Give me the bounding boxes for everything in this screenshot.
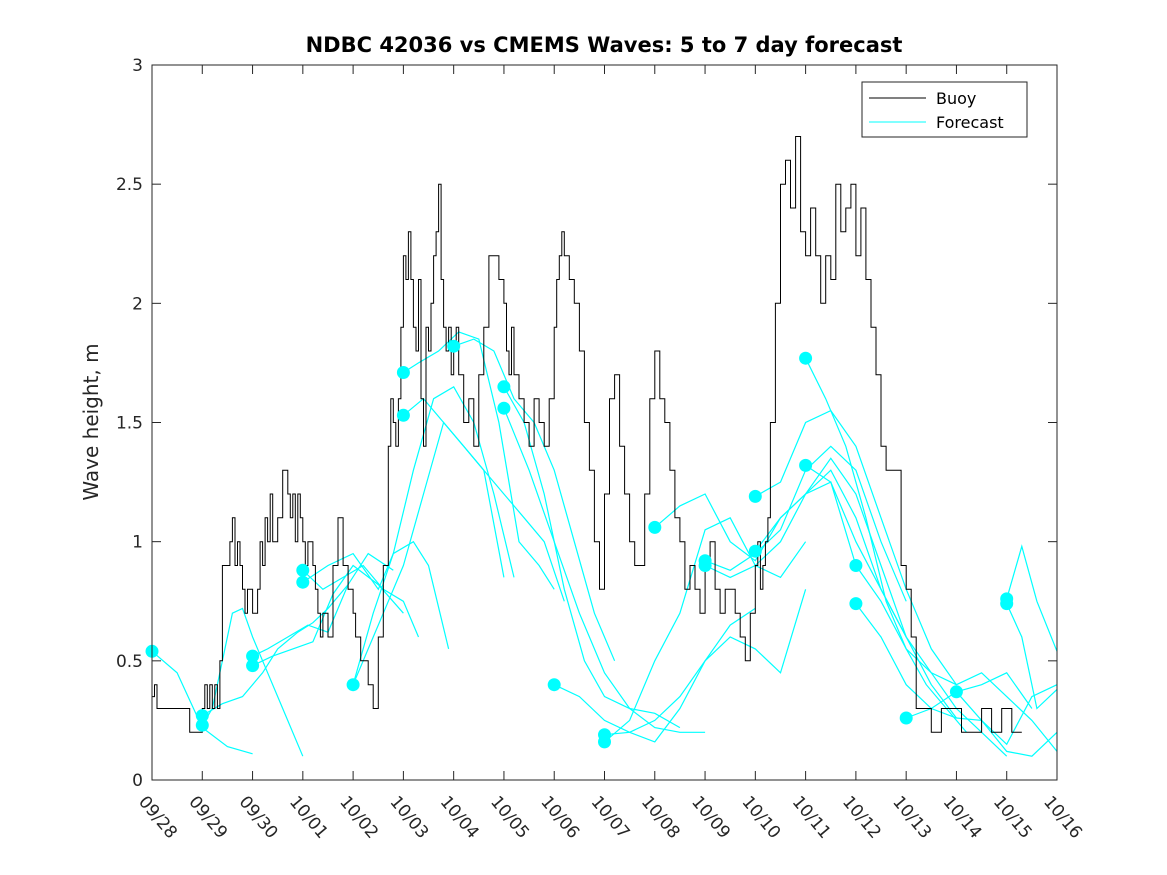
forecast-start-marker (497, 401, 511, 415)
buoy-series-line (152, 136, 1022, 733)
forecast-series-line-11 (403, 397, 565, 602)
forecast-series-line-16 (604, 589, 807, 736)
forecast-series-line-27 (905, 672, 1033, 719)
forecast-series-line-15 (553, 607, 756, 743)
y-tick-label: 1.5 (116, 414, 143, 434)
forecast-start-marker (296, 575, 310, 589)
forecast-series-line-9 (352, 385, 515, 685)
forecast-start-marker (497, 380, 511, 394)
chart-title: NDBC 42036 vs CMEMS Waves: 5 to 7 day fo… (306, 33, 903, 57)
y-tick-label: 1 (132, 533, 143, 553)
forecast-start-marker (849, 597, 863, 611)
forecast-series-line-24 (805, 464, 1008, 757)
forecast-start-marker (1000, 597, 1014, 611)
forecast-start-marker (547, 678, 561, 692)
forecast-series-line-26 (855, 603, 1058, 757)
forecast-start-marker (799, 351, 813, 365)
forecast-start-marker (246, 649, 260, 663)
legend-forecast-label: Forecast (936, 113, 1004, 132)
forecast-start-marker (598, 735, 611, 749)
forecast-series-line-21 (755, 409, 957, 686)
forecast-series-line-30 (1006, 603, 1058, 710)
forecast-start-marker (396, 366, 410, 379)
forecast-start-marker (949, 685, 963, 699)
forecast-series-line-17 (604, 517, 807, 743)
y-tick-label: 2.5 (116, 175, 143, 195)
forecast-start-marker (648, 520, 662, 534)
forecast-start-marker (195, 709, 209, 723)
y-tick-label: 0 (132, 771, 143, 791)
y-tick-label: 3 (132, 56, 143, 76)
forecast-series-line-7 (302, 540, 450, 650)
plot-area (152, 65, 1057, 780)
forecast-start-marker (447, 339, 461, 353)
forecast-series-line-22 (754, 457, 957, 719)
forecast-series-line-29 (1006, 544, 1058, 652)
forecast-start-marker (396, 408, 410, 422)
forecast-start-marker (748, 544, 762, 558)
forecast-start-marker (899, 711, 913, 725)
forecast-series-line-18 (654, 481, 857, 566)
forecast-start-marker (346, 678, 360, 692)
forecast-start-marker (799, 458, 813, 472)
forecast-series-line-28 (955, 684, 1058, 746)
y-axis-label: Wave height, m (79, 343, 103, 500)
forecast-start-marker (748, 489, 762, 503)
forecast-series-line-10 (403, 331, 555, 590)
markers-layer (145, 339, 1014, 749)
forecast-start-marker (246, 659, 260, 673)
forecast-series-line-3 (201, 607, 304, 757)
y-tick-label: 2 (132, 294, 143, 314)
forecast-series-line-14 (503, 407, 706, 733)
legend-box (861, 81, 1028, 138)
forecast-start-marker (296, 563, 310, 577)
legend-buoy-label: Buoy (936, 89, 976, 108)
forecast-series-line-23 (805, 357, 967, 733)
legend: Buoy Forecast (861, 81, 1028, 138)
y-tick-label: 0.5 (116, 652, 143, 672)
forecast-start-marker (849, 559, 863, 572)
forecast-start-marker (195, 718, 209, 732)
forecast-start-marker (698, 559, 712, 572)
forecast-series-line-6 (302, 564, 420, 638)
